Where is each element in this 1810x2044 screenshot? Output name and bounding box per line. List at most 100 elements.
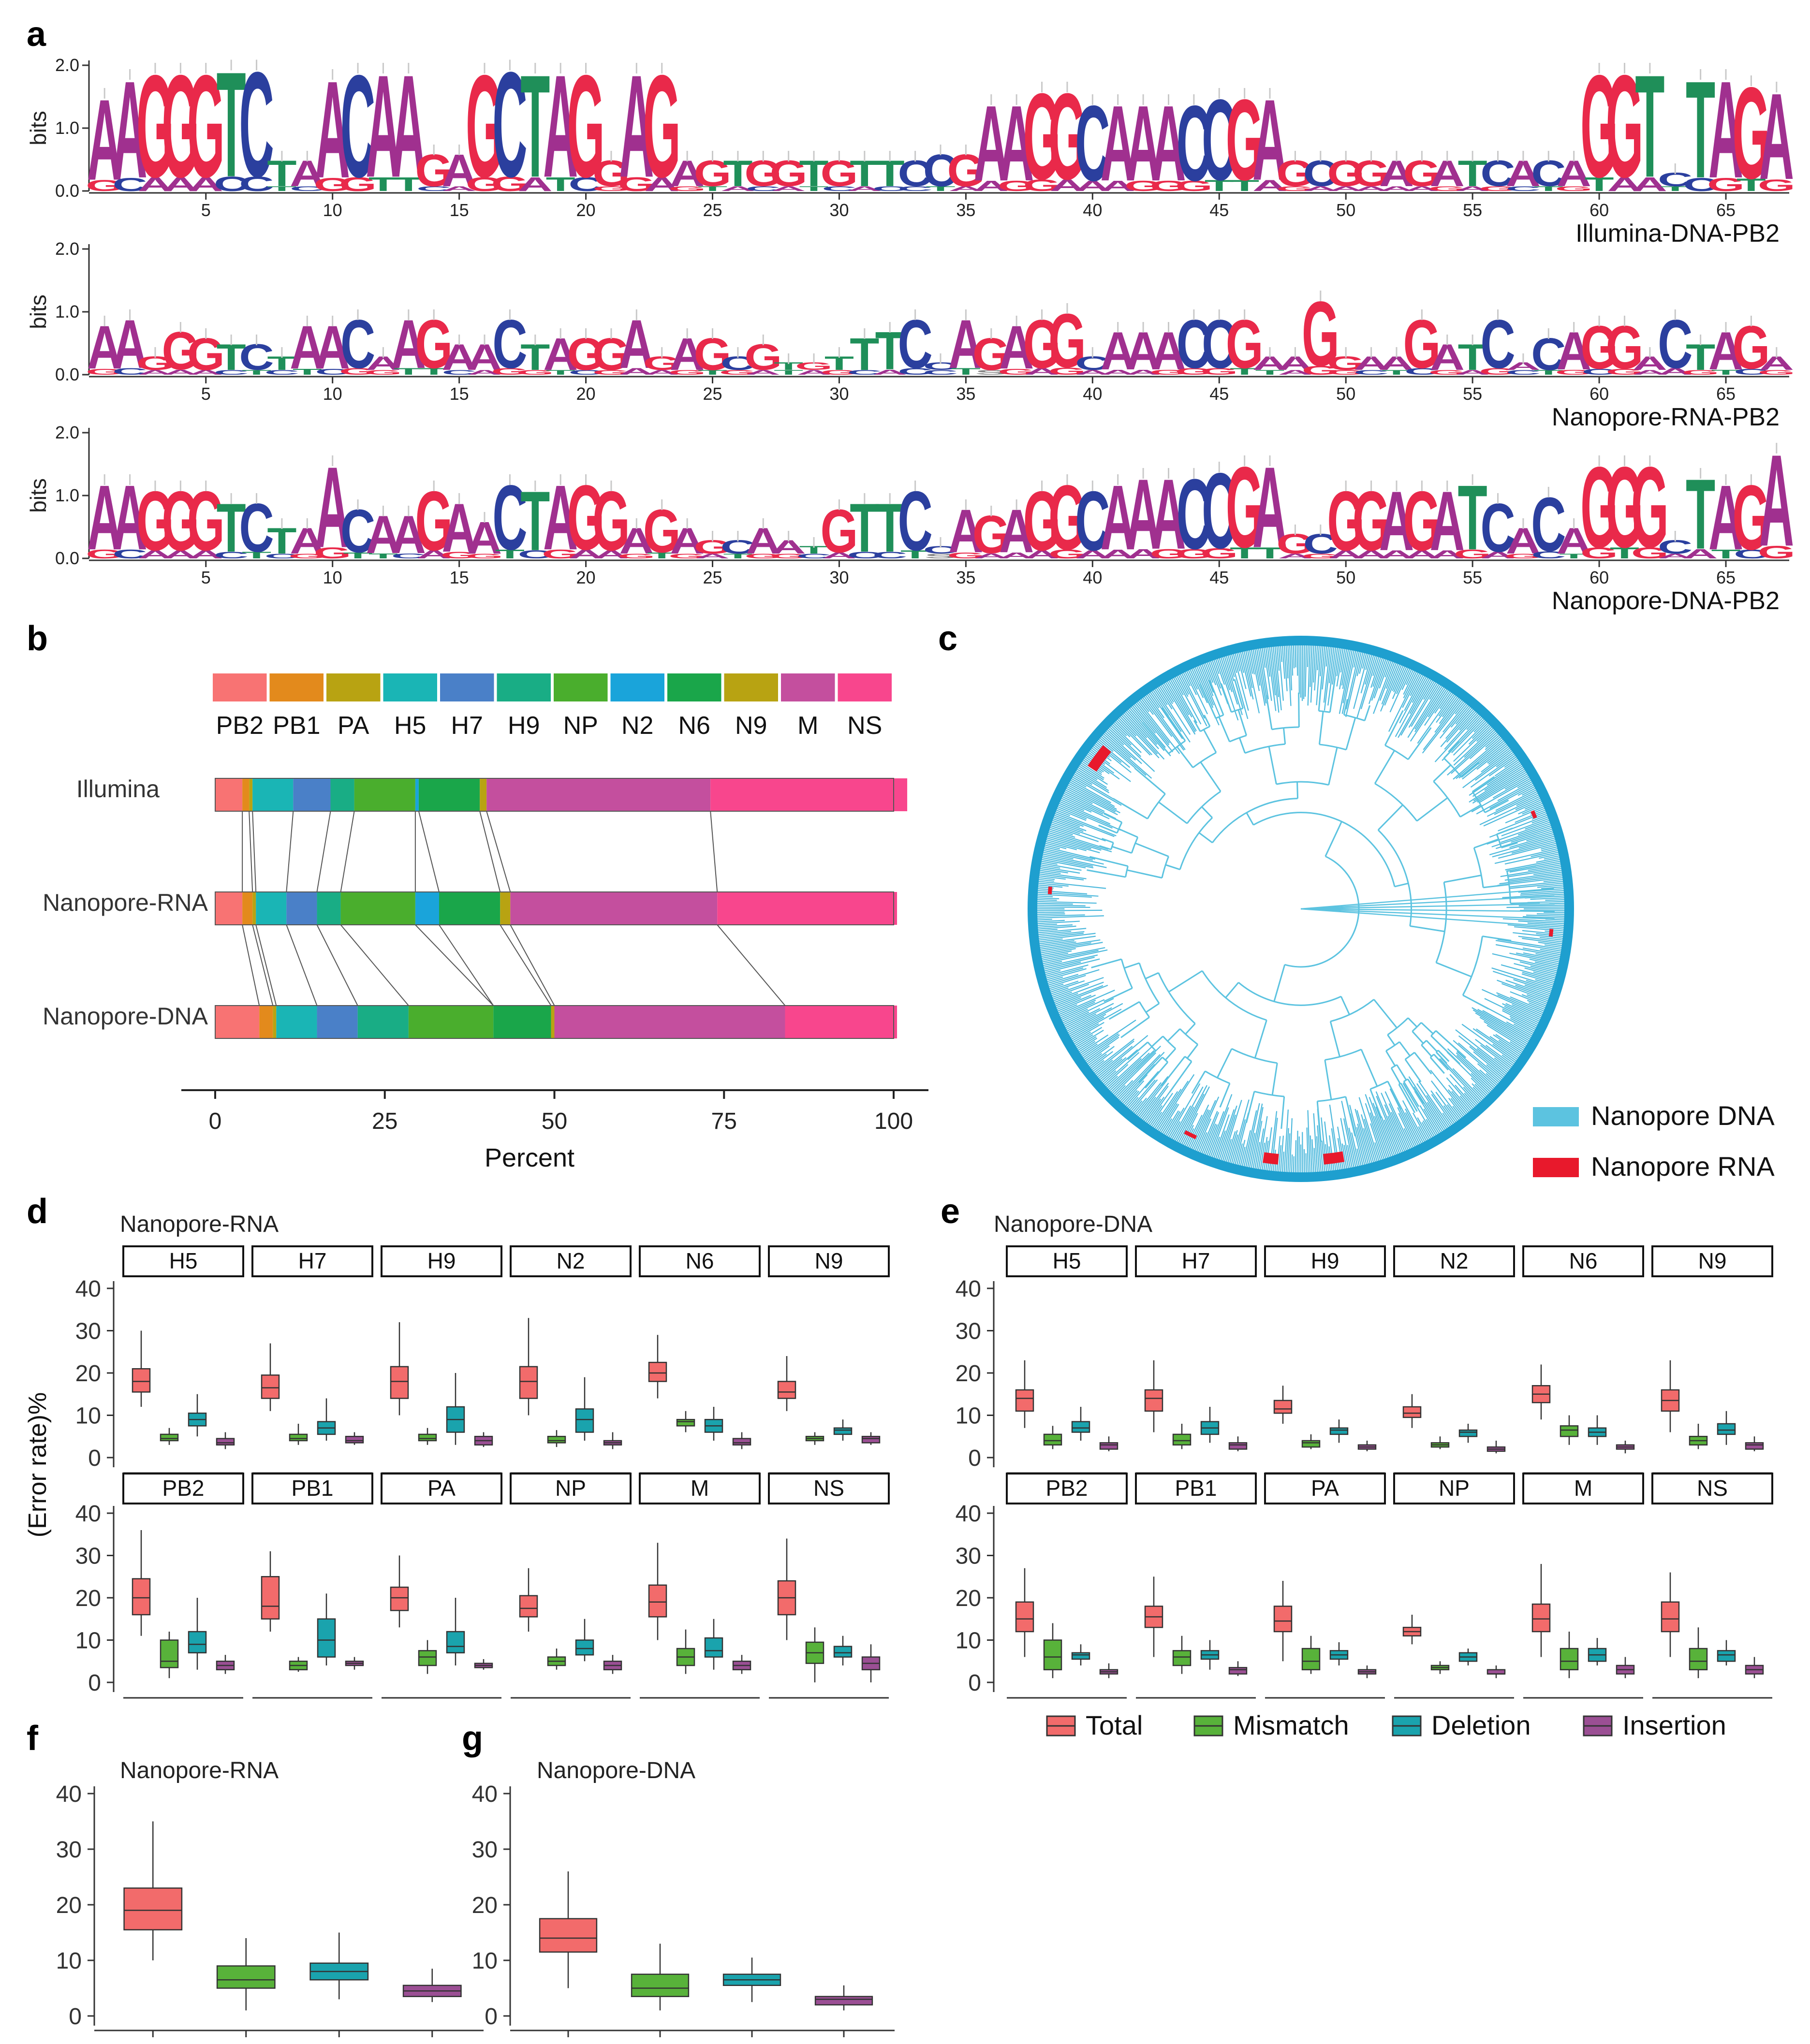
bar-row-label: Nanopore-DNA — [43, 1003, 208, 1030]
tree-edge — [1089, 856, 1128, 867]
facet-N9: N9 — [768, 1245, 890, 1474]
box-ytick-label: 30 — [75, 1319, 101, 1344]
tree-tip — [1060, 1008, 1101, 1029]
tree-tip — [1418, 1080, 1453, 1131]
tree-tip — [1061, 787, 1093, 804]
tree-tip — [1228, 1134, 1238, 1168]
tree-edge — [1124, 962, 1140, 969]
box-total — [519, 1366, 538, 1399]
tree-edge — [1203, 715, 1211, 727]
bar-segment-NP — [408, 1006, 494, 1038]
tree-edge — [1345, 1096, 1356, 1137]
tree-tip — [1240, 1130, 1251, 1171]
tree-tip — [1063, 782, 1120, 814]
tree-arc — [1370, 1080, 1388, 1090]
facet-NP: NP — [1393, 1473, 1515, 1699]
tree-tip — [1089, 1038, 1135, 1075]
logo-letter-minor: C — [847, 550, 882, 561]
logo-letter-minor: C — [1531, 549, 1566, 561]
box-deletion — [833, 1646, 853, 1658]
tree-tip — [1061, 1003, 1114, 1031]
box-total — [777, 1381, 796, 1399]
tree-tip — [1075, 1034, 1109, 1056]
box-mismatch — [1172, 1433, 1192, 1445]
logo-letter-minor: C — [112, 366, 147, 377]
tree-edge — [1134, 767, 1166, 795]
tree-edge — [1142, 722, 1169, 754]
tree-tip — [1475, 1039, 1516, 1070]
tree-edge — [1329, 1021, 1340, 1057]
tree-tip — [1380, 660, 1402, 712]
tree-tip — [1173, 672, 1202, 725]
logo-letter-minor: A — [1455, 185, 1490, 193]
tree-tip — [1381, 1116, 1398, 1159]
tree-edge — [1459, 804, 1481, 818]
tree-tip — [1371, 655, 1388, 701]
tree-tip — [1354, 1109, 1372, 1168]
tree-tip — [1520, 890, 1569, 894]
logo-letter-minor: A — [416, 548, 451, 561]
tree-tip — [1123, 706, 1158, 745]
tree-arc — [1496, 834, 1502, 848]
tree-tip — [1101, 729, 1136, 761]
tree-tip — [1408, 1076, 1447, 1135]
tree-tip — [1492, 838, 1560, 858]
logo-letter-minor: A — [645, 369, 679, 377]
tree-tip — [1032, 905, 1086, 906]
tree-tip — [1044, 975, 1086, 989]
tree-tip — [1492, 1044, 1521, 1064]
box-legend-label: Total — [1086, 1710, 1143, 1740]
tree-tip — [1310, 641, 1313, 687]
tree-edge — [1318, 711, 1324, 745]
logo-letter-minor: C — [391, 552, 426, 560]
logo-letter-minor: A — [1075, 548, 1110, 561]
tree-arc — [1271, 726, 1299, 730]
tree-tip — [1515, 796, 1545, 810]
tree-tip — [1150, 1091, 1178, 1132]
tree-tip — [1458, 737, 1508, 779]
box-mismatch — [547, 1436, 566, 1444]
tree-tip — [1422, 697, 1467, 754]
tree-tip — [1033, 891, 1099, 897]
logo-letter-minor: T — [1736, 175, 1766, 195]
logo-letter-minor: A — [1024, 548, 1059, 561]
box-total — [261, 1576, 280, 1620]
logo-letter-minor: A — [189, 548, 223, 561]
tree-edge — [1112, 798, 1148, 819]
tree-tip — [1453, 718, 1490, 756]
tree-tip — [1501, 983, 1553, 1003]
tree-tip — [1402, 1083, 1437, 1141]
logo-letter-minor: C — [442, 369, 477, 377]
tree-tip — [1501, 823, 1556, 843]
logo-letter-minor: C — [1354, 369, 1388, 377]
tree-tip — [1079, 1033, 1119, 1061]
tree-tip — [1303, 641, 1305, 700]
facet-PB1: PB1 — [251, 1473, 373, 1699]
tree-tip — [1482, 1010, 1536, 1040]
logo-xtick-label: 25 — [703, 568, 722, 587]
logo-name: Nanopore-RNA-PB2 — [1552, 403, 1780, 431]
logo-letter-minor: G — [1479, 185, 1517, 193]
tree-tip — [1475, 749, 1517, 781]
tree-tip — [1138, 1082, 1169, 1123]
tree-tip — [1074, 763, 1108, 785]
tree-tip — [1339, 645, 1354, 714]
tree-long-branch — [1300, 908, 1555, 920]
tree-tip — [1501, 817, 1553, 837]
tree-tip — [1059, 792, 1104, 815]
facet-strip — [1522, 1473, 1644, 1504]
tree-tip — [1469, 758, 1524, 796]
logo-letter-minor: C — [796, 553, 831, 560]
tree-tip — [1119, 1080, 1145, 1108]
tree-tip — [1131, 701, 1174, 753]
tree-tip — [1505, 979, 1555, 998]
tree-tip — [1423, 696, 1465, 750]
logo-xtick-label: 55 — [1463, 384, 1482, 404]
tree-legend-swatch — [1533, 1107, 1579, 1126]
facet-strip-label: H9 — [427, 1248, 456, 1273]
tree-tip — [1039, 847, 1093, 861]
box-ytick-label: 10 — [956, 1628, 981, 1654]
logo-letter-minor: G — [1555, 368, 1593, 376]
tree-tip — [1192, 662, 1214, 708]
tree-tip — [1430, 1080, 1464, 1123]
